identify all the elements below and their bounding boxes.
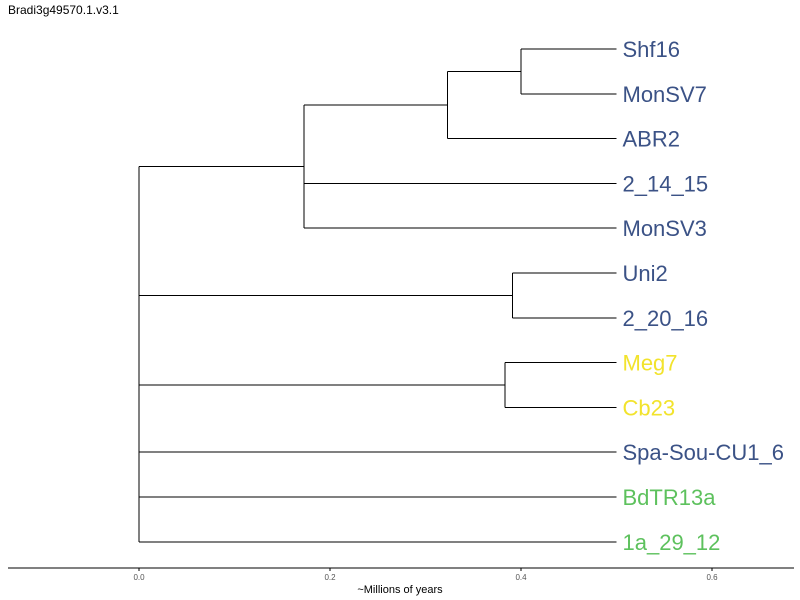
leaf-label: 1a_29_12 [623,530,721,555]
axis-tick-label: 0.2 [324,573,336,582]
leaf-label: 2_14_15 [623,171,709,196]
leaf-label: Cb23 [623,395,676,420]
axis-tick-label: 0.6 [706,573,718,582]
leaf-label: Shf16 [623,37,681,62]
axis-ticks: 0.0 0.2 0.4 0.6 [133,568,718,582]
leaf-label: MonSV7 [623,82,707,107]
leaf-label: 2_20_16 [623,306,709,331]
time-axis: 0.0 0.2 0.4 0.6 ~Millions of years [8,567,794,596]
figure-title: Bradi3g49570.1.v3.1 [8,3,119,17]
leaf-label: ABR2 [623,127,680,152]
leaf-label: BdTR13a [623,485,717,510]
axis-title: ~Millions of years [357,584,443,596]
tree-branches [138,48,617,543]
axis-tick-label: 0.0 [133,573,145,582]
leaf-label: Meg7 [623,351,678,376]
leaf-label: Spa-Sou-CU1_6 [623,440,784,465]
leaf-labels: Shf16 MonSV7 ABR2 2_14_15 MonSV3 Uni2 2_20_16 M… [623,37,784,555]
leaf-label: MonSV3 [623,216,707,241]
leaf-label: Uni2 [623,261,668,286]
axis-tick-label: 0.4 [515,573,527,582]
